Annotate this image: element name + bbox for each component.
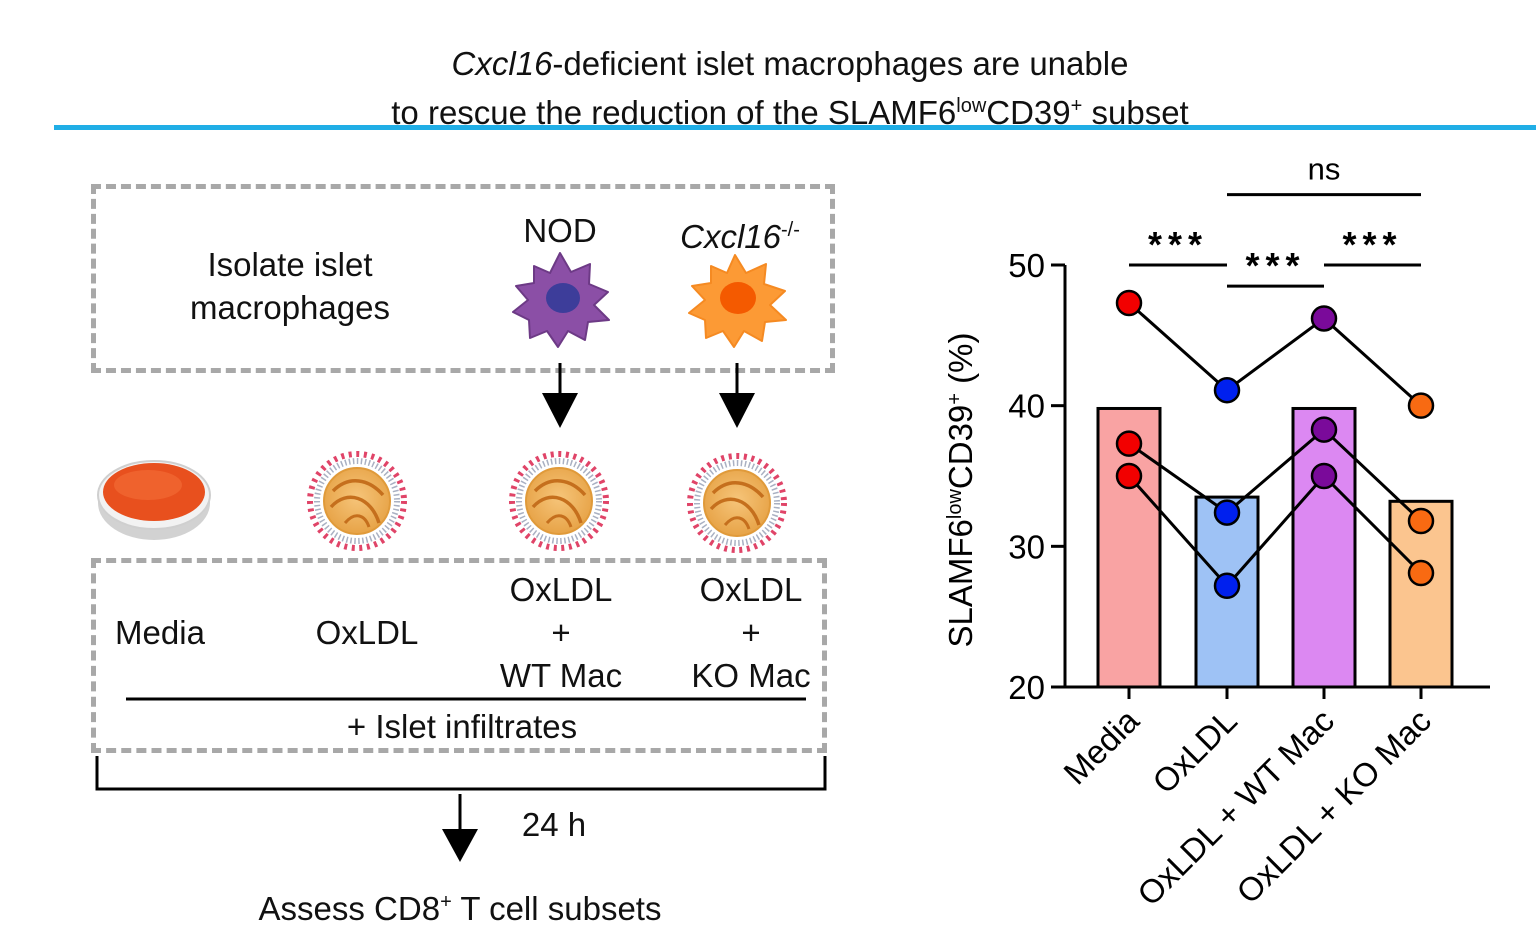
ko-mac-condition-label: OxLDL + KO Mac <box>670 568 832 697</box>
title-line2-sup: low <box>956 95 987 117</box>
data-point-2-1 <box>1213 572 1241 599</box>
data-point-2-3 <box>1407 559 1435 587</box>
data-point-1-2 <box>1310 416 1338 443</box>
incubation-arrow-icon <box>442 794 478 862</box>
significance-label-2: *** <box>1342 224 1402 265</box>
isolate-line1: Isolate islet <box>207 246 373 283</box>
data-point-0-1 <box>1213 376 1241 404</box>
ko-macrophage-icon <box>688 254 787 348</box>
figure-title: Cxcl16-deficient islet macrophages are u… <box>0 42 1536 134</box>
replicate-line-1 <box>1128 427 1423 523</box>
title-line1: -deficient islet macrophages are unable <box>552 45 1129 82</box>
title-line2-c: subset <box>1082 94 1189 131</box>
replicate-line-0 <box>1128 301 1423 407</box>
cxcl16-sup: -/- <box>780 219 800 241</box>
conditions-box <box>91 558 827 753</box>
data-point-1-0 <box>1115 430 1143 457</box>
bracket <box>95 756 827 791</box>
assess-a: Assess CD8 <box>258 890 441 927</box>
y-tick-label-1: 30 <box>1008 528 1045 565</box>
cxcl16-ko-label: Cxcl16-/- <box>660 209 820 258</box>
significance-label-1: *** <box>1245 245 1305 286</box>
assess-label: Assess CD8+ T cell subsets <box>200 881 720 930</box>
data-point-0-0 <box>1115 289 1143 317</box>
duration-label: 24 h <box>521 806 587 843</box>
isolate-label: Isolate islet macrophages <box>150 243 430 329</box>
oxldl-condition-label: OxLDL <box>315 614 419 651</box>
ko-arrow-icon <box>719 363 755 428</box>
title-divider <box>54 125 1536 130</box>
isolate-line2: macrophages <box>190 289 390 326</box>
data-point-0-3 <box>1407 392 1435 419</box>
cond4-line3: KO Mac <box>691 657 811 694</box>
significance-label-3: ns <box>1308 152 1341 187</box>
replicate-line-2 <box>1127 473 1423 588</box>
title-line2-b: CD39 <box>986 94 1071 131</box>
bar-2 <box>1291 406 1357 689</box>
cond4-line1: OxLDL <box>699 571 803 608</box>
cond3-line3: WT Mac <box>499 657 623 694</box>
wt-arrow-icon <box>542 363 578 428</box>
assess-b: T cell subsets <box>451 890 662 927</box>
cond3-line1: OxLDL <box>509 571 613 608</box>
title-gene: Cxcl16 <box>451 45 553 82</box>
wt-macrophage-icon <box>512 252 610 348</box>
assess-sup: + <box>440 891 452 913</box>
significance-label-0: *** <box>1148 224 1208 265</box>
petri-dish-icon <box>97 460 211 540</box>
y-tick-label-2: 40 <box>1008 388 1045 425</box>
isolation-box <box>91 184 835 373</box>
data-point-1-3 <box>1407 507 1435 535</box>
x-tick-label-0: Media <box>1056 701 1146 791</box>
data-point-2-2 <box>1310 462 1338 490</box>
title-line2-sup2: + <box>1070 95 1083 117</box>
cond3-line2: + <box>551 614 571 651</box>
data-point-2-0 <box>1115 462 1143 490</box>
cond4-line2: + <box>741 614 761 651</box>
x-tick-label-1: OxLDL <box>1145 702 1244 801</box>
islet-infiltrates-label: + Islet infiltrates <box>346 708 578 745</box>
y-tick-label-3: 50 <box>1008 247 1045 284</box>
data-point-0-2 <box>1310 305 1338 332</box>
media-condition-label: Media <box>115 614 205 651</box>
cxcl16-gene: Cxcl16 <box>680 218 781 255</box>
nod-label: NOD <box>523 212 597 249</box>
y-axis-label: SLAMF6lowCD39+ (%) <box>942 333 979 648</box>
wt-mac-condition-label: OxLDL + WT Mac <box>480 568 642 697</box>
title-line2-a: to rescue the reduction of the SLAMF6 <box>391 94 957 131</box>
y-tick-label-0: 20 <box>1008 669 1045 706</box>
data-point-1-1 <box>1213 499 1241 526</box>
